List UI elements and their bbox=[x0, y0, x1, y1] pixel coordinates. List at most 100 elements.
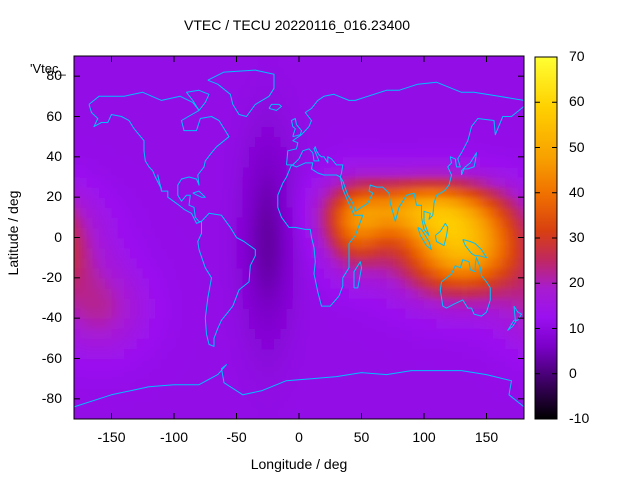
tec-cell bbox=[174, 257, 181, 269]
tec-cell bbox=[505, 116, 513, 128]
tec-cell bbox=[249, 358, 256, 370]
tec-cell bbox=[292, 227, 300, 239]
tec-cell bbox=[361, 217, 369, 229]
tec-cell bbox=[436, 298, 444, 309]
tec-cell bbox=[449, 227, 456, 239]
tec-cell bbox=[436, 136, 444, 148]
tec-cell bbox=[361, 207, 369, 218]
tec-cell bbox=[130, 56, 138, 67]
coastline-iceland bbox=[268, 103, 282, 111]
tec-cell bbox=[199, 56, 206, 67]
tec-cell bbox=[92, 358, 100, 370]
tec-cell bbox=[467, 237, 475, 249]
tec-cell bbox=[386, 348, 394, 360]
tec-cell bbox=[392, 308, 400, 319]
tec-cell bbox=[480, 66, 488, 77]
tec-cell bbox=[467, 197, 475, 208]
tec-cell bbox=[130, 398, 138, 410]
tec-cell bbox=[217, 328, 225, 339]
tec-cell bbox=[130, 237, 138, 249]
tec-cell bbox=[280, 388, 288, 400]
tec-cell bbox=[436, 207, 444, 218]
tec-cell bbox=[417, 177, 425, 188]
tec-cell bbox=[492, 156, 500, 168]
tec-cell bbox=[505, 56, 513, 57]
tec-cell bbox=[349, 287, 356, 299]
tec-cell bbox=[136, 106, 144, 118]
tec-cell bbox=[167, 358, 175, 370]
tec-cell bbox=[392, 136, 400, 148]
tec-cell bbox=[68, 419, 75, 430]
tec-cell bbox=[405, 136, 413, 148]
tec-cell bbox=[286, 368, 294, 380]
tec-cell bbox=[349, 76, 356, 87]
tec-cell bbox=[517, 126, 524, 138]
tec-cell bbox=[474, 156, 481, 168]
tec-cell bbox=[449, 177, 456, 188]
tec-cell bbox=[161, 287, 169, 299]
tec-cell bbox=[405, 388, 413, 400]
tec-cell bbox=[499, 368, 506, 380]
tec-cell bbox=[92, 287, 100, 299]
tec-cell bbox=[436, 66, 444, 77]
tec-cell bbox=[361, 146, 369, 158]
tec-cell bbox=[105, 227, 113, 239]
tec-cell bbox=[217, 318, 225, 329]
tec-cell bbox=[317, 368, 325, 380]
tec-cell bbox=[342, 348, 350, 360]
y-tick-label: -60 bbox=[41, 349, 62, 366]
tec-cell bbox=[336, 388, 344, 400]
tec-cell bbox=[361, 267, 369, 279]
tec-cell bbox=[367, 136, 375, 148]
tec-cell bbox=[136, 247, 144, 259]
tec-cell bbox=[455, 166, 463, 178]
tec-cell bbox=[417, 408, 425, 419]
tec-cell bbox=[474, 187, 481, 198]
tec-cell bbox=[336, 247, 344, 259]
tec-cell bbox=[442, 166, 450, 178]
tec-cell bbox=[374, 66, 381, 77]
tec-cell bbox=[311, 287, 319, 299]
tec-cell bbox=[349, 308, 356, 319]
tec-cell bbox=[111, 66, 119, 77]
tec-cell bbox=[249, 187, 256, 198]
tec-cell bbox=[155, 368, 163, 380]
tec-cell bbox=[199, 146, 206, 158]
tec-cell bbox=[442, 247, 450, 259]
tec-cell bbox=[486, 187, 494, 198]
tec-cell bbox=[430, 136, 438, 148]
tec-cell bbox=[480, 358, 488, 370]
tec-cell bbox=[174, 267, 181, 279]
tec-cell bbox=[117, 247, 125, 259]
tec-cell bbox=[324, 348, 331, 360]
coastline-sumatra bbox=[417, 226, 432, 251]
tec-cell bbox=[424, 217, 431, 229]
tec-cell bbox=[467, 318, 475, 329]
tec-cell bbox=[105, 156, 113, 168]
tec-cell bbox=[417, 267, 425, 279]
tec-cell bbox=[442, 348, 450, 360]
tec-cell bbox=[430, 146, 438, 158]
tec-cell bbox=[336, 187, 344, 198]
tec-cell bbox=[99, 177, 106, 188]
tec-cell bbox=[467, 166, 475, 178]
tec-cell bbox=[380, 126, 388, 138]
tec-cell bbox=[274, 287, 281, 299]
tec-cell bbox=[342, 298, 350, 309]
tec-cell bbox=[505, 378, 513, 390]
tec-cell bbox=[224, 318, 231, 329]
tec-cell bbox=[161, 187, 169, 198]
tec-cell bbox=[205, 398, 213, 410]
tec-cell bbox=[249, 398, 256, 410]
tec-cell bbox=[292, 308, 300, 319]
tec-cell bbox=[261, 197, 269, 208]
tec-cell bbox=[399, 116, 406, 128]
tec-cell bbox=[505, 126, 513, 138]
tec-cell bbox=[205, 308, 213, 319]
x-tick-label: -100 bbox=[159, 429, 189, 445]
tec-cell bbox=[455, 378, 463, 390]
tec-cell bbox=[324, 166, 331, 178]
tec-cell bbox=[449, 328, 456, 339]
tec-cell bbox=[424, 287, 431, 299]
tec-cell bbox=[511, 348, 519, 360]
